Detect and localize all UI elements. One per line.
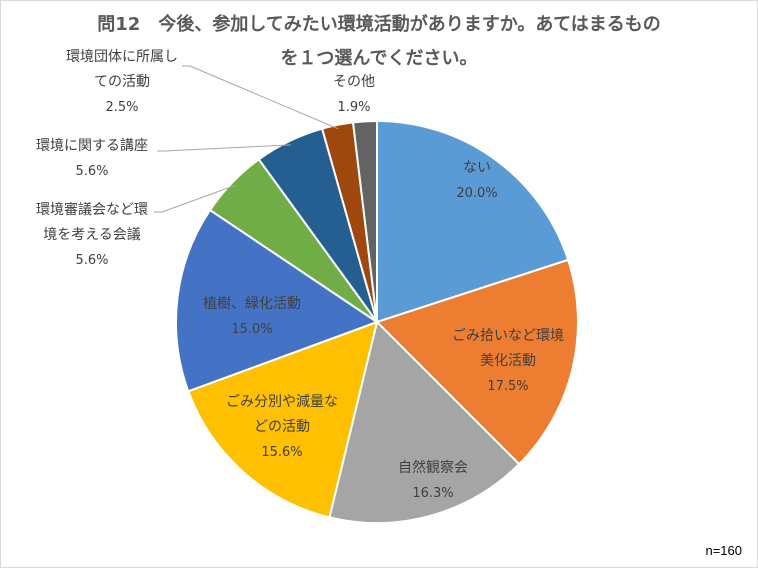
pie-slices xyxy=(175,119,579,524)
slice-category-label-5: 植樹、緑化活動 xyxy=(203,296,301,312)
slice-category-label-4: どの活動 xyxy=(254,419,310,435)
slice-category-label-2: ごみ拾いなど環境 xyxy=(452,328,564,344)
pie-slice-3 xyxy=(328,320,521,524)
slice-value-label-2: 17.5% xyxy=(487,379,528,394)
chart-title-line-2: を１つ選んでください。 xyxy=(0,44,758,70)
pie-slice-9 xyxy=(351,119,378,323)
slice-category-label-6: 境を考える会議 xyxy=(43,226,141,243)
slice-value-label-4: 15.6% xyxy=(261,445,302,460)
slice-category-label-8: 環境団体に所属し xyxy=(66,49,178,65)
slice-value-label-9: 1.9% xyxy=(337,100,370,115)
slice-category-label-2: 美化活動 xyxy=(480,353,536,369)
slice-category-label-1: ない xyxy=(463,160,491,176)
pie-slice-2 xyxy=(375,258,579,466)
slice-value-label-1: 20.0% xyxy=(456,186,497,201)
slice-value-label-5: 15.0% xyxy=(231,322,272,337)
slice-value-label-8: 2.5% xyxy=(105,100,138,115)
pie-slice-5 xyxy=(175,208,380,393)
pie-slice-4 xyxy=(187,320,379,519)
sample-size-note: n=160 xyxy=(705,543,742,558)
slice-value-label-3: 16.3% xyxy=(412,486,453,501)
chart-title-text-2: を１つ選んでください。 xyxy=(280,48,478,69)
slice-category-label-7: 環境に関する講座 xyxy=(36,138,148,154)
slice-category-label-3: 自然観察会 xyxy=(398,459,468,476)
leader-line-8 xyxy=(182,65,339,130)
slice-value-label-7: 5.6% xyxy=(75,164,108,179)
leader-line-7 xyxy=(157,144,291,152)
slice-category-label-6: 環境審議会など環 xyxy=(36,201,148,218)
leader-line-6 xyxy=(154,184,236,213)
slice-category-label-8: ての活動 xyxy=(94,74,150,90)
slice-category-label-9: その他 xyxy=(333,74,375,90)
chart-title-line-1: 問12 今後、参加してみたい環境活動がありますか。あてはまるもの xyxy=(0,10,758,36)
slice-value-label-6: 5.6% xyxy=(75,253,108,268)
pie-slice-1 xyxy=(376,119,570,324)
leader-lines xyxy=(154,65,339,213)
chart-title-text-1: 問12 今後、参加してみたい環境活動がありますか。あてはまるもの xyxy=(97,14,661,35)
slice-category-label-4: ごみ分別や減量な xyxy=(226,393,338,410)
